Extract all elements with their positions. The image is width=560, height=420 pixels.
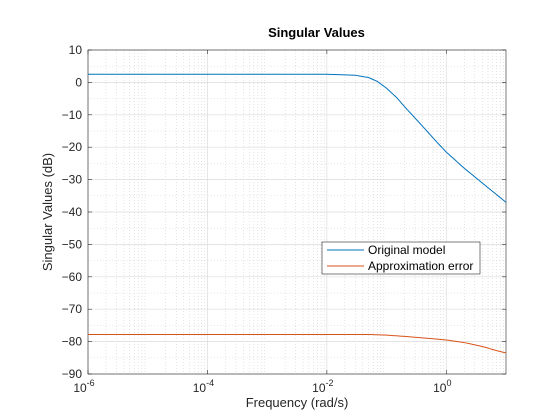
x-tick-label: 10-2	[312, 378, 333, 395]
x-tick-label: 10-6	[73, 378, 94, 395]
series-line-approximation-error	[88, 333, 507, 354]
x-tick-label: 100	[433, 378, 451, 395]
legend: Original model Approximation error	[321, 241, 481, 275]
y-tick-label: −40	[62, 205, 83, 219]
legend-label-approximation-error: Approximation error	[368, 259, 473, 273]
y-tick-label: −60	[62, 270, 83, 284]
x-axis-label: Frequency (rad/s)	[246, 395, 349, 410]
y-tick-label: −90	[62, 367, 83, 381]
chart-title: Singular Values	[268, 25, 365, 40]
y-tick-label: −10	[62, 108, 83, 122]
y-axis-ticks: 10 0 −10 −20 −30 −40 −50 −60 −70 −80 −90	[62, 43, 506, 381]
legend-label-original-model: Original model	[368, 243, 445, 257]
legend-box	[321, 241, 481, 275]
y-tick-label: −80	[62, 335, 83, 349]
y-axis-label: Singular Values (dB)	[40, 153, 55, 271]
y-tick-label: 0	[75, 75, 82, 89]
y-tick-label: 10	[69, 43, 83, 57]
series-line-original-model	[88, 73, 507, 203]
y-tick-label: −50	[62, 237, 83, 251]
y-tick-label: −30	[62, 173, 83, 187]
series-layer	[88, 73, 507, 354]
y-tick-label: −70	[62, 302, 83, 316]
y-tick-label: −20	[62, 140, 83, 154]
x-tick-label: 10-4	[193, 378, 214, 395]
x-axis-ticks: 10-6 10-4 10-2 100	[73, 50, 451, 395]
